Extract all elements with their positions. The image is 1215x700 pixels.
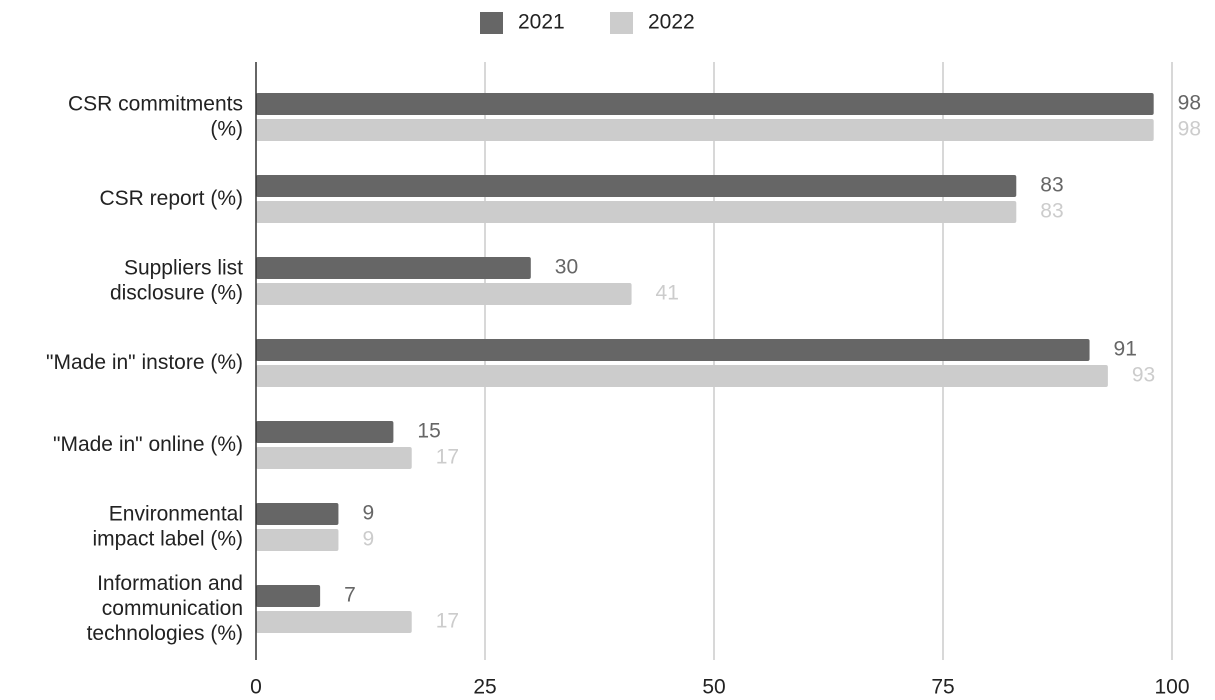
y-tick-label: CSR report (%) [99,187,243,210]
legend-swatch [480,12,503,34]
x-tick-label: 25 [473,676,496,699]
data-label: 83 [1040,174,1063,197]
bar [256,529,339,551]
y-tick-label: Information and communication technologies… [87,572,243,645]
y-tick-label-line: Suppliers list [124,256,243,279]
data-label: 17 [436,610,459,633]
y-tick-label: Environmental impact label (%) [92,502,243,550]
data-label: 98 [1178,118,1201,141]
data-label: 17 [436,446,459,469]
bar [256,339,1090,361]
data-label: 7 [344,584,356,607]
bar [256,421,394,443]
data-label: 91 [1114,338,1137,361]
y-tick-label-line: CSR report (%) [99,187,243,210]
y-tick-label: "Made in" online (%) [53,433,243,456]
data-label: 98 [1178,92,1201,115]
data-label: 15 [417,420,440,443]
data-label: 9 [362,528,374,551]
legend-swatch [610,12,633,34]
y-tick-label-line: "Made in" instore (%) [46,351,243,374]
x-tick-label: 100 [1154,676,1189,699]
data-label: 9 [362,502,374,525]
y-tick-label-line: Environmental [109,502,243,525]
data-label: 93 [1132,364,1155,387]
y-tick-label-line: Information and [97,572,243,595]
data-label: 30 [555,256,578,279]
y-tick-label-line: communication [102,597,243,620]
bar [256,119,1154,141]
y-tick-label: CSR commitments (%) [68,92,243,140]
bar [256,447,412,469]
legend-label: 2022 [648,11,695,34]
y-tick-label-line: technologies (%) [87,622,243,645]
data-label: 83 [1040,200,1063,223]
y-tick-label-line: impact label (%) [92,527,243,550]
y-tick-label-line: "Made in" online (%) [53,433,243,456]
y-tick-label-line: (%) [210,117,243,140]
bar [256,257,531,279]
bar [256,611,412,633]
x-tick-label: 75 [931,676,954,699]
y-tick-label: Suppliers list disclosure (%) [110,256,243,304]
bar [256,283,632,305]
data-label: 41 [656,282,679,305]
bar [256,503,339,525]
bar [256,365,1108,387]
bar [256,585,321,607]
x-tick-label: 0 [250,676,262,699]
bar [256,93,1154,115]
y-tick-label-line: CSR commitments [68,92,243,115]
legend-label: 2021 [518,11,565,34]
bar [256,201,1017,223]
x-tick-label: 50 [702,676,725,699]
y-tick-label-line: disclosure (%) [110,281,243,304]
bar [256,175,1017,197]
y-tick-label: "Made in" instore (%) [46,351,243,374]
